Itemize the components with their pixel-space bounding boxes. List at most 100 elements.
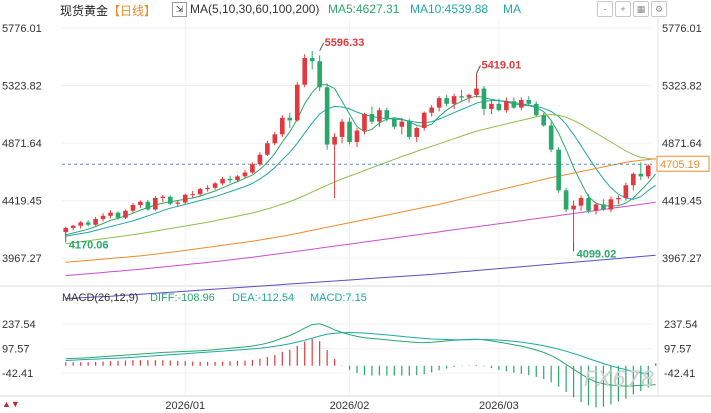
price-tick-label-right: 3967.27: [662, 253, 702, 265]
candle-up: [220, 178, 225, 184]
candle-up: [332, 136, 337, 145]
ma30-line: [65, 114, 656, 245]
candle-up: [294, 84, 300, 121]
candle-up: [182, 194, 188, 203]
candle-down: [115, 212, 121, 218]
minus-icon[interactable]: -: [597, 1, 613, 17]
ma100-line: [65, 201, 656, 277]
price-annotations: 5596.33 5419.01 4170.06 4099.02: [65, 37, 617, 260]
macd-tick-label-left: 237.54: [2, 319, 36, 331]
candlestick-series: [63, 50, 651, 242]
candle-up: [175, 202, 181, 204]
candle-up: [631, 173, 636, 186]
candle-up: [421, 112, 427, 128]
candle-up: [414, 128, 420, 137]
moving-average-lines: [62, 84, 657, 299]
ma5-line: [65, 84, 657, 236]
candle-up: [138, 201, 143, 205]
plus-icon[interactable]: +: [615, 1, 631, 17]
candle-up: [451, 96, 457, 104]
candle-up: [108, 212, 113, 216]
settings-icon[interactable]: ⚙: [651, 1, 667, 17]
candle-up: [518, 100, 524, 108]
candle-down: [227, 178, 233, 181]
macd-params[interactable]: MACD(26,12,9): [62, 292, 139, 304]
candle-up: [250, 164, 255, 173]
candle-up: [354, 130, 360, 142]
instrument-name: 现货黄金: [60, 4, 109, 18]
candle-down: [145, 201, 151, 210]
candle-down: [347, 121, 352, 142]
annotation-label: 5419.01: [481, 59, 521, 71]
candle-up: [466, 94, 472, 98]
ma-params[interactable]: MA(5,10,30,60,100,200): [190, 2, 320, 16]
ma60-line: [65, 158, 656, 263]
candle-up: [100, 215, 106, 219]
candle-up: [212, 183, 218, 188]
ma5-value: MA5:4627.31: [328, 2, 400, 16]
time-tick-label: 2026/02: [330, 400, 370, 412]
macd-header: MACD(26,12,9) DIFF:-108.96 DEA:-112.54 M…: [0, 291, 711, 307]
price-tick-label-left: 4871.64: [2, 138, 42, 150]
candle-up: [362, 114, 367, 131]
price-tick-label-right: 5323.82: [662, 81, 702, 93]
indicator-settings-icon[interactable]: ⇲: [172, 2, 187, 17]
candle-up: [399, 121, 405, 127]
current-price-box: [656, 155, 710, 172]
candle-up: [571, 205, 576, 210]
price-chart-header: 现货黄金 【日线】 ⇲ MA(5,10,30,60,100,200) MA5:4…: [0, 0, 711, 18]
candle-down: [444, 98, 449, 104]
candle-up: [429, 107, 434, 113]
candle-up: [123, 210, 128, 218]
price-tick-label-left: 5776.01: [2, 23, 42, 35]
candle-up: [242, 172, 248, 177]
candle-down: [511, 101, 517, 108]
ma200-line: [65, 254, 656, 299]
candle-up: [504, 101, 509, 111]
price-tick-label-left: 5323.82: [2, 81, 42, 93]
annotation-pointer: [319, 42, 325, 52]
candle-down: [638, 173, 644, 177]
candle-up: [197, 189, 203, 195]
candle-down: [317, 61, 322, 88]
candle-up: [272, 134, 278, 144]
macd-tick-label-left: -42.41: [2, 368, 33, 380]
candle-down: [384, 110, 390, 120]
candle-down: [541, 115, 547, 126]
candle-down: [586, 198, 591, 211]
candle-up: [70, 225, 76, 228]
candle-up: [153, 198, 158, 210]
grid-icon[interactable]: ▦: [633, 1, 649, 17]
macd-dea-value: DEA:-112.54: [232, 292, 295, 304]
candle-down: [406, 121, 412, 137]
candle-up: [190, 194, 196, 196]
macd-value: MACD:7.15: [310, 292, 367, 304]
macd-tick-label-left: 97.57: [2, 344, 30, 356]
macd-tick-label-right: 97.57: [664, 344, 692, 356]
candle-up: [257, 154, 263, 165]
candle-up: [130, 205, 136, 211]
annotation-label: 4099.02: [577, 248, 617, 260]
period-label[interactable]: 【日线】: [108, 4, 157, 18]
ma10-value: MA10:4539.88: [410, 2, 489, 16]
sort-arrows-icon[interactable]: ▲▼: [2, 399, 20, 409]
current-price-label: 4705.19: [660, 159, 700, 171]
candle-up: [265, 143, 270, 155]
candle-up: [436, 98, 442, 108]
candle-up: [616, 198, 621, 200]
dea-line: [65, 331, 649, 375]
macd-tick-label-right: -42.41: [664, 368, 695, 380]
candle-down: [481, 88, 487, 109]
candle-up: [302, 58, 308, 85]
candle-down: [85, 222, 91, 225]
macd-lines: [65, 323, 656, 387]
candle-down: [563, 190, 569, 210]
watermark-logo: FX678: [584, 367, 656, 391]
candle-up: [645, 165, 651, 177]
annotation-pointer: [476, 65, 481, 74]
candle-up: [63, 227, 69, 233]
candle-up: [608, 199, 614, 210]
candle-down: [496, 103, 502, 111]
candle-up: [280, 117, 285, 135]
